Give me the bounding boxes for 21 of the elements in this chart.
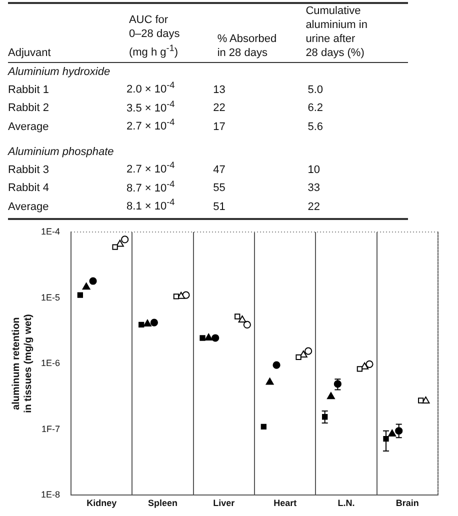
y-tick-label: 1E-4 — [40, 226, 60, 236]
x-tick-label: Spleen — [148, 498, 178, 508]
x-tick-label: Kidney — [86, 498, 117, 508]
y-tick-label: 1E-6 — [40, 358, 60, 368]
text: Rabbit 1 2.0 × 10$^{-4}$ 13 5.0 — [8, 80, 324, 96]
text: Average 2.7 × 10$^{-4}$ 17 5.6 — [8, 117, 324, 133]
text: Aluminium hydroxide — [8, 62, 408, 78]
y-axis-title: aluminum retention in tissues (mg/g wet) — [10, 314, 34, 414]
text: Rabbit 3 2.7 × 10$^{-4}$ 47 10 — [8, 160, 320, 176]
text: Rabbit 4 8.7 × 10$^{-4}$ 55 33 — [8, 178, 320, 194]
text: Rabbit 2 3.5 × 10$^{-4}$ 22 6.2 — [8, 98, 324, 114]
y-tick-label: 1E-5 — [40, 292, 60, 302]
text: Average 8.1 × 10$^{-4}$ 51 22 — [8, 197, 320, 213]
x-tick-label: Heart — [274, 498, 297, 508]
y-tick-label: 1E-8 — [40, 490, 60, 500]
text: Adjuvant AUC for 0–28 days (mg h g$^{-1}$) % Absorbed in 28 days Cumulative aluminium in urine after 28 days (%) — [8, 5, 368, 59]
x-tick-label: Brain — [396, 498, 419, 508]
text: Aluminium phosphate — [8, 146, 115, 158]
y-tick-label: 1F-7 — [41, 424, 60, 434]
x-tick-label: L.N. — [338, 498, 355, 508]
x-tick-label: Liver — [213, 498, 236, 508]
